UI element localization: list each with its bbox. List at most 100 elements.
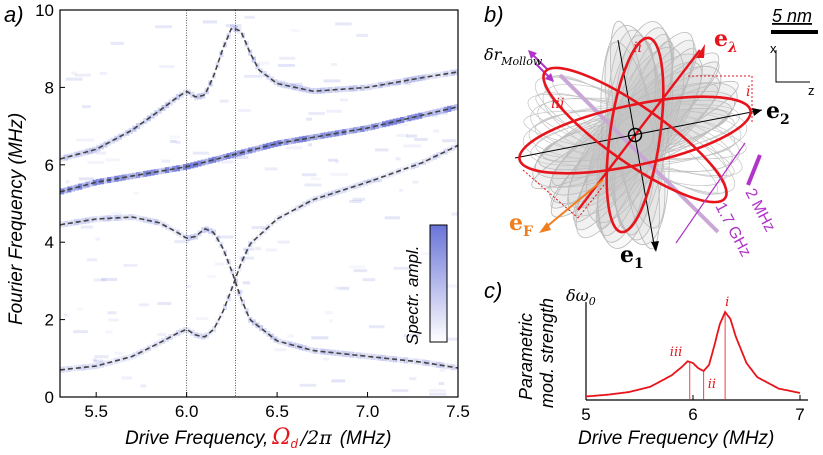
heat-cell [63, 154, 68, 161]
noise-cell [399, 188, 403, 192]
heat-cell [208, 227, 213, 234]
heat-cell [392, 118, 397, 125]
heat-cell [201, 227, 206, 234]
heat-cell [96, 178, 101, 185]
center-dot [633, 133, 637, 137]
noise-cell [107, 311, 117, 315]
noise-cell [175, 140, 181, 144]
heat-cell [302, 201, 307, 208]
noise-cell [307, 143, 312, 147]
heat-cell [338, 187, 343, 194]
noise-cell [323, 79, 341, 83]
heat-cell [183, 89, 188, 96]
axis-ticks: 5.5 6.0 6.5 7.0 7.5 0 2 4 6 8 10 [35, 1, 470, 421]
span-17ghz-line [675, 142, 746, 244]
heat-cell [96, 215, 101, 222]
marker-label-iii: iii [670, 345, 682, 360]
noise-cell [192, 151, 209, 155]
ellipse-i [518, 95, 752, 175]
ellipse-label-iii: iii [551, 96, 564, 112]
noise-cell [87, 160, 104, 164]
noise-cell [326, 109, 342, 113]
heat-cell [244, 148, 249, 155]
grey-ellipse [522, 101, 748, 169]
e1-arrowhead [651, 241, 659, 252]
heat-cell [103, 360, 108, 367]
noise-cell [220, 153, 226, 157]
noise-cell [393, 266, 412, 270]
projection-guides [522, 75, 753, 219]
noise-cell [277, 240, 290, 244]
heat-cell [367, 84, 372, 91]
noise-cell [330, 172, 348, 176]
span-2mhz-bar [746, 154, 762, 186]
heat-cell [110, 215, 115, 222]
heat-cell [240, 299, 246, 306]
ellipse-label-ii: ii [633, 40, 642, 56]
mod-strength-line [585, 310, 801, 398]
noise-cell [219, 99, 229, 103]
heat-cell [425, 73, 430, 80]
noise-cell [95, 237, 101, 241]
noise-cell [278, 63, 295, 67]
noise-cell [335, 160, 340, 164]
noise-cell [325, 311, 333, 315]
delta-r-mollow: δrMollow [484, 45, 543, 68]
noise-cell [99, 71, 108, 75]
grey-ellipse [527, 93, 743, 177]
noise-cell [108, 318, 119, 322]
noise-cell [349, 265, 366, 269]
noise-cell [202, 20, 217, 24]
noise-cell [251, 226, 267, 230]
delta-omega-label: δω0 [566, 286, 596, 308]
ellipse-label-i: i [746, 84, 750, 100]
noise-cell [356, 33, 369, 37]
noise-cell [375, 148, 389, 152]
heat-cell [277, 338, 282, 345]
heat-cell [135, 123, 141, 130]
heat-cell [385, 80, 390, 87]
e2-axis [514, 109, 763, 159]
x-tick-label: 6.0 [175, 402, 199, 421]
heat-cell [88, 216, 94, 223]
heat-cell [291, 137, 296, 144]
noise-cell [404, 82, 412, 86]
plot-area [60, 10, 458, 397]
c-x-tick-label: 6 [688, 405, 697, 424]
noise-cell [218, 235, 234, 239]
heat-cell [237, 150, 242, 157]
heat-cell [197, 93, 202, 100]
noise-cell [446, 337, 458, 341]
noise-cell [207, 274, 217, 278]
heat-cell [237, 265, 242, 272]
heat-cell [345, 128, 350, 135]
heat-cell [421, 359, 426, 366]
heat-cell [324, 348, 329, 355]
heat-cell [356, 352, 361, 359]
heat-cell [150, 218, 155, 225]
heat-cell [251, 146, 256, 153]
noise-cell [159, 65, 175, 69]
heat-cell [378, 174, 383, 181]
noise-cell [133, 191, 139, 195]
dashed-rayleigh [60, 106, 458, 193]
panel-c-label: c) [484, 278, 502, 303]
heat-cell [143, 117, 148, 124]
heat-cell [110, 358, 115, 365]
heat-cell [454, 104, 458, 111]
heat-cell [280, 213, 285, 220]
heat-cell [403, 357, 408, 364]
marker-label-ii: ii [708, 377, 716, 392]
heat-cell [407, 164, 412, 171]
x-tick-label: 7.0 [356, 402, 380, 421]
noise-cell [349, 199, 363, 203]
y-label-line1: Parametric [516, 313, 536, 400]
heat-cell [349, 351, 354, 358]
panel-b: b) 5 nm x z δrMollow [484, 2, 818, 272]
heat-cell [197, 160, 202, 167]
noise-cell [161, 159, 171, 163]
noise-cell [395, 157, 401, 161]
noise-cell [362, 180, 367, 184]
noise-cell [322, 357, 330, 361]
